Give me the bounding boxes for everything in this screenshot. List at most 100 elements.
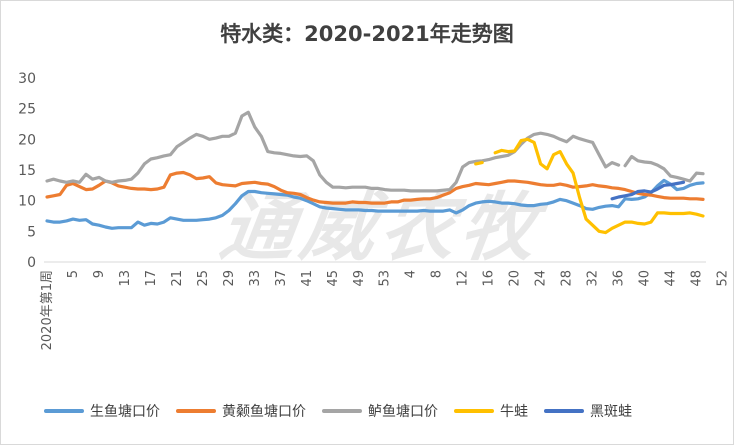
data-point: [131, 178, 133, 180]
x-tick-label: 24: [534, 270, 549, 287]
data-point: [455, 188, 457, 190]
data-point: [514, 203, 516, 205]
data-point: [618, 196, 620, 198]
data-point: [572, 186, 574, 188]
x-tick-label: 45: [326, 270, 341, 287]
data-point: [267, 193, 269, 195]
data-point: [416, 190, 418, 192]
data-point: [683, 182, 685, 184]
data-point: [170, 154, 172, 156]
legend-item: 鲈鱼塘口价: [322, 401, 438, 421]
data-point: [592, 209, 594, 211]
data-point: [371, 210, 373, 212]
data-point: [566, 163, 568, 165]
data-point: [105, 226, 107, 228]
data-point: [176, 218, 178, 220]
series-line-3: [45, 110, 705, 193]
data-point: [631, 156, 633, 158]
data-point: [507, 151, 509, 153]
data-point: [53, 178, 55, 180]
data-point: [579, 205, 581, 207]
data-point: [150, 189, 152, 191]
data-point: [683, 188, 685, 190]
y-tick-label: 15: [18, 163, 36, 179]
data-point: [689, 198, 691, 200]
data-point: [520, 181, 522, 183]
legend-swatch: [544, 409, 584, 413]
data-point: [254, 182, 256, 184]
data-point: [319, 206, 321, 208]
data-point: [423, 190, 425, 192]
data-point: [280, 153, 282, 155]
data-point: [449, 189, 451, 191]
data-point: [494, 152, 496, 154]
data-point: [313, 203, 315, 205]
series-line-4: [474, 137, 705, 235]
data-point: [261, 192, 263, 194]
y-tick-label: 0: [27, 255, 36, 271]
data-point: [676, 183, 678, 185]
data-point: [397, 201, 399, 203]
legend-swatch: [322, 409, 362, 413]
data-point: [248, 182, 250, 184]
x-tick-label: 8: [430, 270, 445, 278]
data-point: [98, 224, 100, 226]
data-point: [241, 115, 243, 117]
series-line-5: [610, 180, 686, 201]
x-tick-label: 40: [638, 270, 653, 287]
data-point: [202, 219, 204, 221]
data-point: [572, 202, 574, 204]
x-tick-label: 16: [482, 270, 497, 287]
legend-item: 黄颡鱼塘口价: [176, 401, 306, 421]
data-point: [222, 136, 224, 138]
data-point: [313, 199, 315, 201]
data-point: [85, 219, 87, 221]
data-point: [501, 150, 503, 152]
data-point: [384, 202, 386, 204]
data-point: [377, 202, 379, 204]
data-point: [339, 186, 341, 188]
data-point: [358, 202, 360, 204]
data-point: [196, 220, 198, 222]
data-point: [150, 223, 152, 225]
data-point: [189, 174, 191, 176]
x-tick-label: 44: [664, 270, 679, 287]
data-point: [248, 112, 250, 114]
data-point: [352, 186, 354, 188]
x-tick-label: 17: [144, 270, 159, 287]
data-point: [670, 175, 672, 177]
data-point: [579, 186, 581, 188]
data-point: [702, 199, 704, 201]
data-point: [533, 205, 535, 207]
data-point: [533, 142, 535, 144]
data-point: [585, 140, 587, 142]
data-point: [650, 194, 652, 196]
data-point: [306, 155, 308, 157]
data-point: [611, 228, 613, 230]
data-point: [540, 163, 542, 165]
data-point: [676, 177, 678, 179]
data-point: [618, 206, 620, 208]
data-point: [410, 210, 412, 212]
data-point: [144, 188, 146, 190]
x-tick-label: 21: [170, 270, 185, 287]
data-point: [332, 208, 334, 210]
x-tick-label: 37: [274, 270, 289, 287]
data-point: [663, 180, 665, 182]
legend-label: 黄颡鱼塘口价: [222, 404, 306, 420]
data-point: [559, 199, 561, 201]
data-point: [631, 194, 633, 196]
data-point: [585, 218, 587, 220]
data-point: [124, 180, 126, 182]
data-point: [287, 154, 289, 156]
data-point: [566, 141, 568, 143]
data-point: [397, 210, 399, 212]
legend-label: 生鱼塘口价: [90, 404, 160, 420]
data-point: [403, 210, 405, 212]
data-point: [507, 155, 509, 157]
data-point: [644, 190, 646, 192]
data-point: [228, 210, 230, 212]
data-point: [300, 194, 302, 196]
data-point: [624, 195, 626, 197]
data-point: [274, 186, 276, 188]
